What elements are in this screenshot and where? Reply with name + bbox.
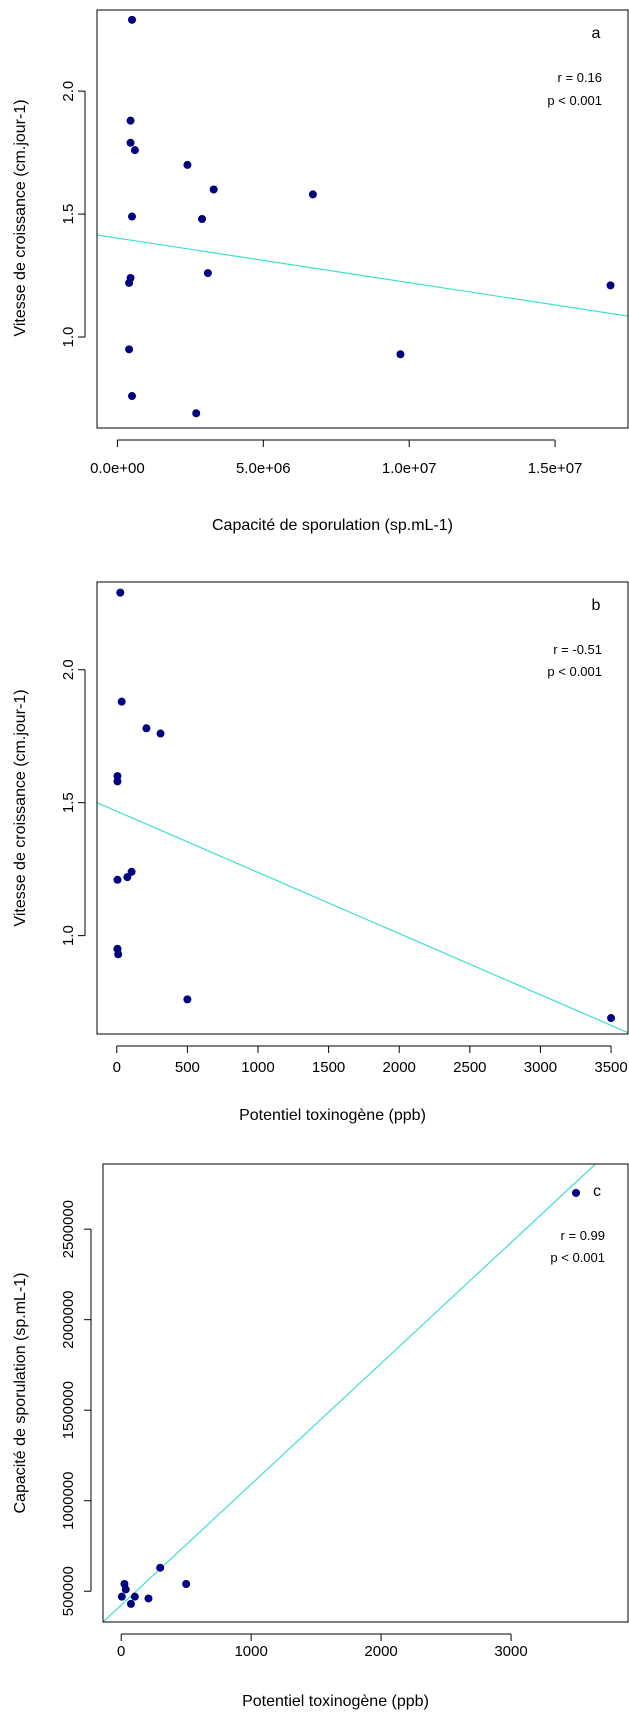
y-tick-label: 1.0 [60,925,77,946]
plot-frame [102,1163,629,1623]
data-point [116,588,125,597]
x-tick-label: 2500 [453,1059,486,1076]
y-axis-label: Vitesse de croissance (cm.jour-1) [12,689,29,926]
x-tick-label: 1000 [234,1643,267,1660]
correlation-annotation: r = 0.16 [558,70,602,85]
data-point [606,281,615,290]
data-point [128,212,137,221]
y-tick-label: 1.0 [60,327,77,348]
regression-line [103,1164,596,1622]
data-point [125,278,134,287]
p-value-annotation: p < 0.001 [547,664,602,679]
chart-panel-b: 0 500 1000 1500 2000 2500 3000 3500 1.0 1.5 2.0 Pot… [12,581,629,1124]
y-tick-label: 1500000 [60,1381,77,1439]
y-tick-label: 1000000 [60,1472,77,1530]
y-tick-label: 1.5 [60,792,77,813]
x-tick-label: 3000 [524,1059,557,1076]
data-point [209,185,218,194]
data-point [144,1594,153,1603]
data-point [607,1014,616,1023]
x-tick-label: 1000 [241,1059,274,1076]
data-point [113,944,122,953]
data-point [572,1188,581,1197]
chart-panel-c: 0 1000 2000 3000 500000 1000000 1500000 2000000… [12,1163,629,1710]
x-tick-label: 0.0e+00 [90,460,145,477]
x-tick-label: 2000 [383,1059,416,1076]
y-axis-label: Vitesse de croissance (cm.jour-1) [12,99,29,336]
chart-panel-a: 0.0e+00 5.0e+06 1.0e+07 1.5e+07 1.0 1.5 2.0 Cap… [12,9,629,534]
data-point [198,215,207,223]
x-tick-label: 0 [117,1643,125,1660]
data-point [192,409,201,418]
data-point [128,15,137,24]
data-point [127,867,136,876]
correlation-annotation: r = -0.51 [553,642,602,657]
data-point [183,995,192,1004]
y-tick-label: 1.5 [60,204,77,225]
x-tick-label: 2000 [364,1643,397,1660]
x-axis-label: Capacité de sporulation (sp.mL-1) [212,517,453,534]
data-point [117,1592,126,1601]
data-point [203,269,212,278]
panel-label: a [592,25,601,42]
data-point [123,873,132,882]
data-point [117,697,126,706]
y-tick-label: 2.0 [60,659,77,680]
x-tick-label: 5.0e+06 [236,460,291,477]
data-point [126,116,135,125]
data-point [128,392,137,401]
x-tick-label: 1.0e+07 [382,460,437,477]
y-axis-label: Capacité de sporulation (sp.mL-1) [12,1272,29,1513]
data-point [126,138,135,147]
data-point [156,729,165,738]
y-tick-label: 2000000 [60,1290,77,1348]
data-point [182,1579,191,1588]
x-tick-label: 0 [113,1059,121,1076]
data-point [396,350,405,359]
y-tick-label: 500000 [60,1566,77,1616]
data-point [142,724,151,733]
x-tick-label: 3500 [594,1059,627,1076]
data-point [156,1563,165,1572]
p-value-annotation: p < 0.001 [550,1250,605,1265]
x-tick-label: 500 [175,1059,200,1076]
x-axis-label: Potentiel toxinogène (ppb) [239,1107,426,1124]
p-value-annotation: p < 0.001 [547,93,602,108]
y-tick-label: 2500000 [60,1200,77,1258]
data-point [121,1585,130,1594]
data-point [130,146,139,155]
panel-label: b [592,597,601,614]
data-point [113,777,122,786]
x-tick-label: 1.5e+07 [528,460,583,477]
plot-frame [96,581,629,1035]
data-point [126,1599,135,1608]
data-point [113,875,122,884]
panel-label: c [593,1183,601,1200]
x-axis-label: Potentiel toxinogène (ppb) [242,1693,429,1710]
y-tick-label: 2.0 [60,81,77,102]
data-point [125,345,134,354]
correlation-annotation: r = 0.99 [561,1228,605,1243]
regression-line [97,234,628,317]
x-tick-label: 3000 [494,1643,527,1660]
regression-line [97,802,628,1034]
data-point [130,1592,139,1601]
data-point [183,160,192,169]
x-tick-label: 1500 [312,1059,345,1076]
plot-frame [96,9,629,429]
data-point [308,190,317,199]
